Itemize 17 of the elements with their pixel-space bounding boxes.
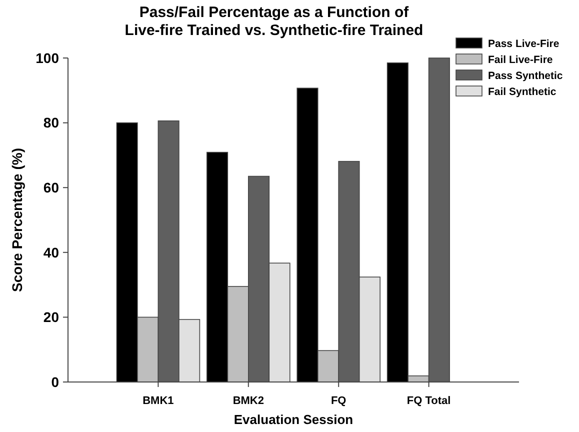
legend-label: Pass Live-Fire: [488, 38, 560, 50]
y-tick-label: 80: [43, 114, 60, 131]
chart-title: Pass/Fail Percentage as a Function of Live-fire Trained vs. Synthetic-fire Trained: [124, 4, 424, 39]
y-tick-label: 60: [43, 180, 60, 196]
legend-label: Pass Synthetic: [488, 70, 563, 82]
y-tick-label: 20: [43, 309, 60, 326]
x-tick-label: FQ: [330, 395, 347, 407]
legend-label: Fail Live-Fire: [488, 54, 553, 66]
y-tick-label: 0: [51, 374, 60, 390]
y-tick-label: 40: [43, 244, 60, 260]
legend-label: Fail Synthetic: [488, 86, 556, 98]
x-tick-label: FQ Total: [406, 395, 451, 407]
x-tick-label: BMK2: [232, 395, 264, 407]
y-axis-title: Score Percentage (%): [9, 148, 25, 292]
x-axis-title: Evaluation Session: [234, 412, 354, 427]
y-tick-label: 100: [36, 50, 60, 66]
x-tick-label: BMK1: [142, 395, 174, 407]
